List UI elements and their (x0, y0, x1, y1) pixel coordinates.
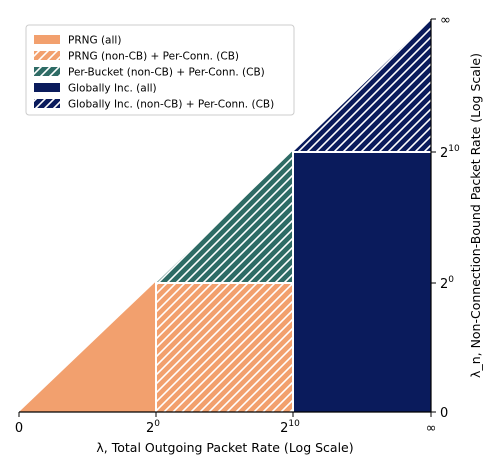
legend-swatch (34, 67, 60, 76)
y-tick-label: 20 (440, 275, 454, 292)
legend-label: Per-Bucket (non-CB) + Per-Conn. (CB) (68, 67, 265, 79)
legend-swatch (34, 35, 60, 44)
x-tick-label: 20 (146, 419, 160, 436)
x-axis-label: λ, Total Outgoing Packet Rate (Log Scale… (96, 440, 353, 455)
y-tick-label: 210 (440, 144, 460, 161)
axes (19, 19, 432, 413)
region-4 (293, 152, 431, 412)
legend: PRNG (all) PRNG (non-CB) + Per-Conn. (CB)… (25, 24, 295, 116)
legend-swatch (34, 99, 60, 108)
x-tick-label: 0 (15, 421, 23, 436)
region-5 (293, 19, 431, 152)
y-tick-label: 0 (440, 406, 448, 421)
region-2 (156, 283, 293, 412)
y-axis-ticks: 0 20 210 ∞ (431, 13, 460, 421)
legend-swatch (34, 51, 60, 60)
x-axis-ticks: 0 20 210 ∞ (15, 412, 437, 436)
region-separators (155, 150, 431, 412)
legend-frame (25, 24, 295, 116)
y-axis-label: λ_n, Non-Connection-Bound Packet Rate (L… (468, 53, 483, 378)
y-tick-label: ∞ (440, 13, 451, 28)
legend-label: PRNG (all) (68, 35, 121, 47)
legend-label: Globally Inc. (all) (68, 83, 157, 95)
legend-swatch (34, 83, 60, 92)
legend-label: PRNG (non-CB) + Per-Conn. (CB) (68, 51, 239, 63)
region-1 (19, 281, 156, 412)
x-tick-label: 210 (280, 419, 300, 436)
plot-regions (19, 19, 431, 412)
region-3 (156, 150, 293, 283)
x-tick-label: ∞ (426, 421, 437, 436)
legend-label: Globally Inc. (non-CB) + Per-Conn. (CB) (68, 99, 274, 111)
